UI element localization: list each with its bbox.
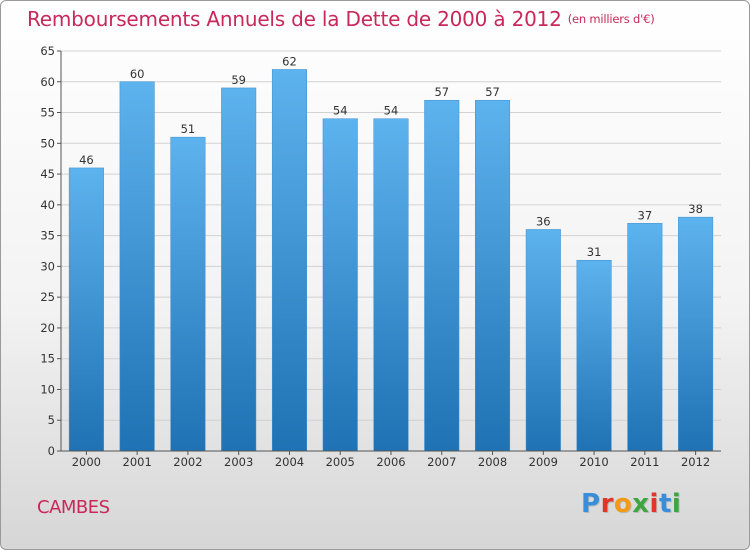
y-tick-label: 65	[40, 44, 55, 58]
y-tick-label: 10	[40, 382, 55, 396]
brand-letter: i	[671, 489, 682, 519]
brand-letter: P	[581, 489, 601, 519]
x-tick-label: 2010	[579, 455, 608, 469]
bar	[221, 87, 257, 452]
y-tick-label: 20	[40, 321, 55, 335]
bar-value-label: 51	[181, 122, 196, 136]
bar	[424, 99, 460, 452]
bar	[475, 99, 511, 452]
bar-value-label: 54	[384, 104, 399, 118]
x-tick-label: 2002	[173, 455, 202, 469]
bar-value-label: 54	[333, 104, 348, 118]
bar-value-label: 31	[587, 245, 602, 259]
bar	[322, 118, 358, 452]
x-tick-label: 2011	[630, 455, 659, 469]
bar-value-label: 57	[485, 85, 500, 99]
bar-value-label: 60	[130, 67, 145, 81]
bar	[271, 69, 307, 452]
bar-value-label: 46	[79, 153, 94, 167]
x-tick-label: 2005	[326, 455, 355, 469]
y-tick-label: 15	[40, 352, 55, 366]
brand-letter: x	[632, 489, 650, 519]
bar	[576, 259, 612, 452]
brand-letter: r	[600, 489, 614, 519]
bar	[627, 223, 663, 452]
bar-value-label: 37	[638, 208, 653, 222]
y-tick-label: 40	[40, 198, 55, 212]
x-tick-label: 2008	[478, 455, 507, 469]
y-tick-label: 35	[40, 229, 55, 243]
x-tick-label: 2007	[427, 455, 456, 469]
x-tick-label: 2006	[376, 455, 405, 469]
bar-value-label: 38	[688, 202, 703, 216]
bar	[170, 136, 206, 452]
brand-letter: t	[658, 489, 672, 519]
x-tick-label: 2012	[681, 455, 710, 469]
brand-letter: o	[613, 489, 633, 519]
chart-title: Remboursements Annuels de la Dette de 20…	[27, 7, 655, 31]
chart-title-text: Remboursements Annuels de la Dette de 20…	[27, 7, 562, 31]
y-tick-label: 0	[48, 444, 55, 458]
bar	[678, 216, 714, 452]
y-tick-label: 5	[48, 413, 55, 427]
bar-value-label: 62	[282, 54, 297, 68]
y-tick-label: 30	[40, 259, 55, 273]
x-tick-label: 2001	[123, 455, 152, 469]
x-tick-label: 2004	[275, 455, 304, 469]
brand-letter: i	[649, 489, 659, 519]
x-tick-label: 2003	[224, 455, 253, 469]
y-tick-label: 60	[40, 75, 55, 89]
y-tick-label: 25	[40, 290, 55, 304]
location-label: CAMBES	[37, 497, 110, 518]
bar-value-label: 59	[231, 73, 246, 87]
proxiti-logo: Proxiti	[581, 489, 681, 519]
x-tick-label: 2009	[529, 455, 558, 469]
unit-note: (en milliers d'€)	[567, 12, 655, 26]
y-tick-label: 55	[40, 106, 55, 120]
bar-value-label: 36	[536, 214, 551, 228]
bar	[373, 118, 409, 452]
y-tick-label: 50	[40, 136, 55, 150]
x-tick-label: 2000	[72, 455, 101, 469]
bar	[68, 167, 104, 452]
bar	[525, 229, 561, 452]
bar-value-label: 57	[434, 85, 449, 99]
y-tick-label: 45	[40, 167, 55, 181]
bar	[119, 81, 155, 452]
